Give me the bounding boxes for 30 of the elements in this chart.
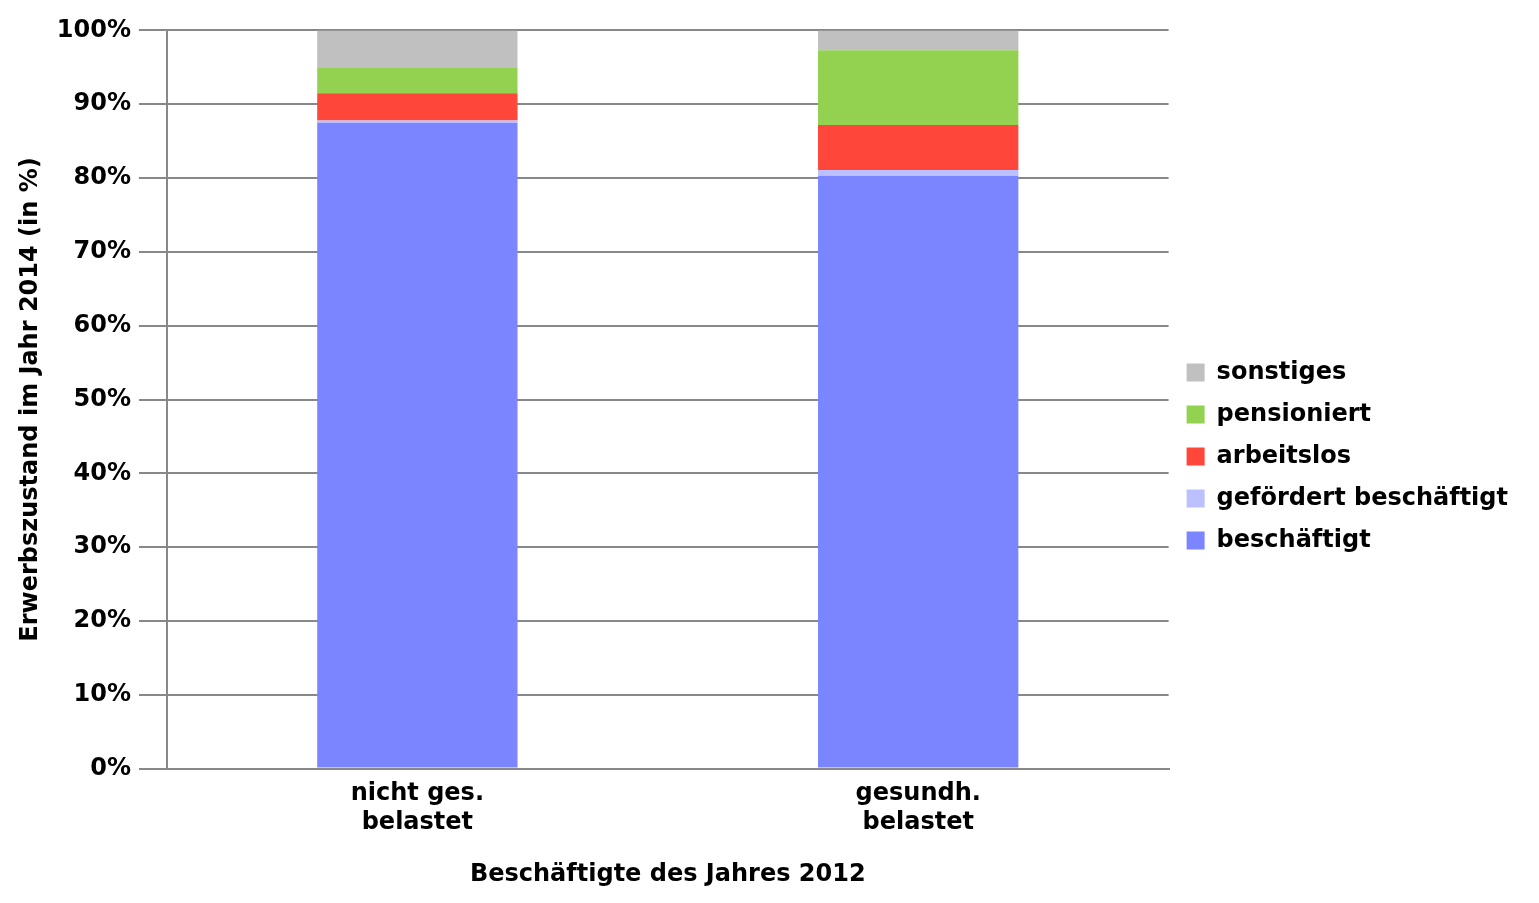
bar xyxy=(317,122,518,768)
legend-label: gefördert beschäftigt xyxy=(1216,482,1508,511)
y-tick-label: 40% xyxy=(73,457,131,486)
x-axis-title: Beschäftigte des Jahres 2012 xyxy=(469,858,866,887)
bar xyxy=(317,120,518,123)
x-tick-label: nicht ges. belastet xyxy=(350,778,485,836)
y-tick-label: 30% xyxy=(73,531,131,560)
bar xyxy=(317,68,518,94)
y-tick-label: 60% xyxy=(73,309,131,338)
y-tick-label: 70% xyxy=(73,236,131,265)
legend-label: arbeitslos xyxy=(1216,440,1352,469)
y-tick-label: 90% xyxy=(73,88,131,117)
legend-label: beschäftigt xyxy=(1216,524,1371,553)
bar xyxy=(818,124,1019,170)
legend-label: pensioniert xyxy=(1216,398,1372,427)
y-tick-label: 100% xyxy=(56,14,131,43)
y-tick-label: 0% xyxy=(90,752,131,781)
y-tick-label: 20% xyxy=(73,605,131,634)
bar xyxy=(317,93,518,121)
bar xyxy=(818,169,1019,176)
y-tick-label: 50% xyxy=(73,383,131,412)
y-tick-label: 80% xyxy=(73,162,131,191)
bar xyxy=(818,50,1019,125)
y-axis-title: Erwerbszustand im Jahr 2014 (in %) xyxy=(14,157,43,642)
y-tick-label: 10% xyxy=(73,679,131,708)
bar xyxy=(818,30,1019,51)
x-tick-label: gesundh. belastet xyxy=(855,778,981,836)
bar xyxy=(317,30,518,69)
legend-label: sonstiges xyxy=(1216,356,1347,385)
bar xyxy=(818,175,1019,768)
